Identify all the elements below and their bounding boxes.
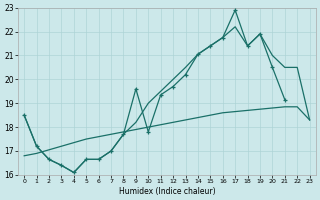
X-axis label: Humidex (Indice chaleur): Humidex (Indice chaleur) bbox=[119, 187, 215, 196]
